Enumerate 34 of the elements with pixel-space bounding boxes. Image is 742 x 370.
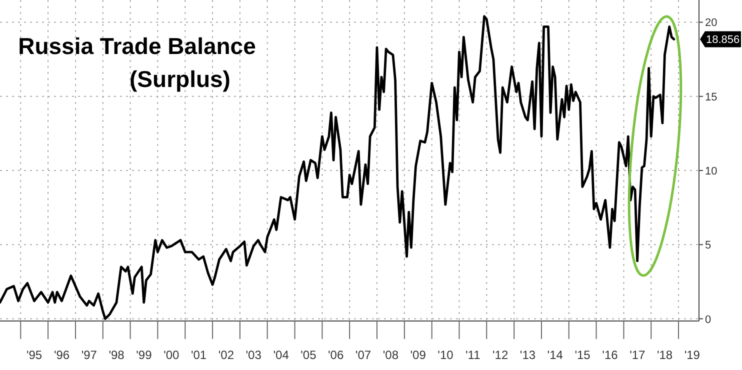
x-tick-label: '14 <box>547 348 564 362</box>
x-tick-label: '16 <box>602 348 618 362</box>
y-tick-label: 20 <box>705 17 718 30</box>
x-tick-label: '10 <box>438 348 454 362</box>
x-tick-label: '01 <box>190 348 207 362</box>
y-tick-label: 0 <box>705 314 712 326</box>
x-tick-label: '03 <box>246 348 262 362</box>
x-tick-label: '96 <box>54 348 70 362</box>
x-tick-label: '04 <box>273 348 290 362</box>
x-tick-label: '15 <box>574 348 591 362</box>
x-tick-label: '18 <box>656 348 673 362</box>
x-tick-label: '12 <box>492 348 508 362</box>
x-tick-label: '95 <box>26 348 42 362</box>
x-tick-label: '08 <box>382 348 399 362</box>
x-tick-label: '17 <box>630 348 646 362</box>
text: (Surplus) <box>130 66 230 92</box>
x-tick-label: '98 <box>108 348 125 362</box>
text: Russia Trade Balance <box>18 33 256 59</box>
x-tick-label: '19 <box>684 348 700 362</box>
x-tick-label: '97 <box>81 348 98 362</box>
y-tick-label: 15 <box>705 91 718 104</box>
line-series <box>0 15 676 320</box>
x-tick-label: '05 <box>300 348 317 362</box>
x-tick-label: '11 <box>466 348 481 362</box>
x-tick-label: '99 <box>136 348 152 362</box>
x-tick-label: '07 <box>355 348 372 362</box>
y-tick-label: 10 <box>705 166 718 178</box>
y-tick-label: 5 <box>705 240 712 252</box>
text: 18.856 <box>706 34 740 46</box>
x-tick-label: '09 <box>410 348 426 362</box>
x-tick-label: '13 <box>520 348 536 362</box>
x-tick-label: '06 <box>328 348 344 362</box>
x-tick-label: '02 <box>218 348 234 362</box>
x-tick-label: '00 <box>164 348 180 362</box>
